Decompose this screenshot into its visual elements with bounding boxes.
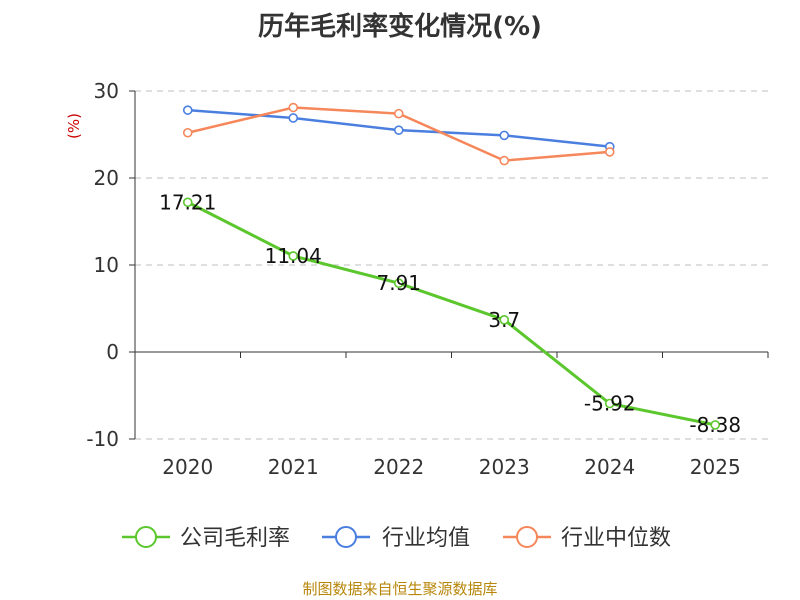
x-tick-label: 2024 xyxy=(584,455,635,479)
data-point xyxy=(604,398,615,409)
y-tick-label: -10 xyxy=(86,427,119,451)
y-tick-label: 0 xyxy=(106,340,119,364)
data-point xyxy=(393,108,404,119)
x-axis-ticks: 2020 2021 2022 2023 2024 2025 xyxy=(134,352,769,479)
series-line xyxy=(187,200,716,427)
data-point xyxy=(288,102,299,113)
x-tick-label: 2021 xyxy=(268,455,319,479)
data-point xyxy=(288,113,299,123)
grid-lines xyxy=(135,90,768,440)
y-tick-label: 30 xyxy=(94,79,119,103)
data-label: -5.92 xyxy=(584,392,636,416)
data-point xyxy=(288,251,299,261)
legend-swatch-marker xyxy=(335,526,357,548)
data-point xyxy=(710,420,721,430)
legend-item: 行业均值 xyxy=(322,526,470,551)
x-tick-label: 2023 xyxy=(479,455,530,479)
y-tick-label: 20 xyxy=(94,166,119,190)
data-label: 7.91 xyxy=(376,271,421,295)
data-label: 11.04 xyxy=(265,244,322,268)
x-tick-label: 2022 xyxy=(373,455,424,479)
data-point xyxy=(393,125,404,135)
y-axis-ticks: -10 0 10 20 30 xyxy=(86,79,135,451)
data-label: 3.7 xyxy=(488,308,520,332)
data-point xyxy=(182,197,193,208)
axes xyxy=(134,91,768,439)
x-tick-label: 2025 xyxy=(690,455,741,479)
legend-swatch-marker xyxy=(135,526,157,548)
legend-label: 行业均值 xyxy=(382,526,470,551)
legend-label: 公司毛利率 xyxy=(180,526,290,551)
legend-swatch-marker xyxy=(516,526,538,548)
legend-item: 公司毛利率 xyxy=(122,526,290,551)
series-0 xyxy=(182,197,721,430)
series-2 xyxy=(182,102,615,166)
legend-item: 行业中位数 xyxy=(503,526,671,551)
chart-title: 历年毛利率变化情况(%) xyxy=(258,12,542,42)
legend: 公司毛利率 行业均值 行业中位数 xyxy=(122,526,671,551)
y-tick-label: 10 xyxy=(94,253,119,277)
data-label: -8.38 xyxy=(689,413,741,437)
data-point xyxy=(393,278,404,288)
data-point xyxy=(182,127,193,138)
data-point xyxy=(499,130,510,141)
legend-label: 行业中位数 xyxy=(561,526,671,551)
x-tick-label: 2020 xyxy=(162,455,213,479)
y-axis-label: (%) xyxy=(65,113,83,139)
data-point xyxy=(499,315,510,325)
series-group xyxy=(182,102,721,430)
data-point xyxy=(182,105,193,115)
data-point xyxy=(499,155,510,166)
data-point xyxy=(604,147,615,157)
source-note: 制图数据来自恒生聚源数据库 xyxy=(302,580,498,598)
data-labels: 17.21 11.04 7.91 3.7 -5.92 -8.38 xyxy=(159,190,741,437)
data-label: 17.21 xyxy=(159,190,216,214)
